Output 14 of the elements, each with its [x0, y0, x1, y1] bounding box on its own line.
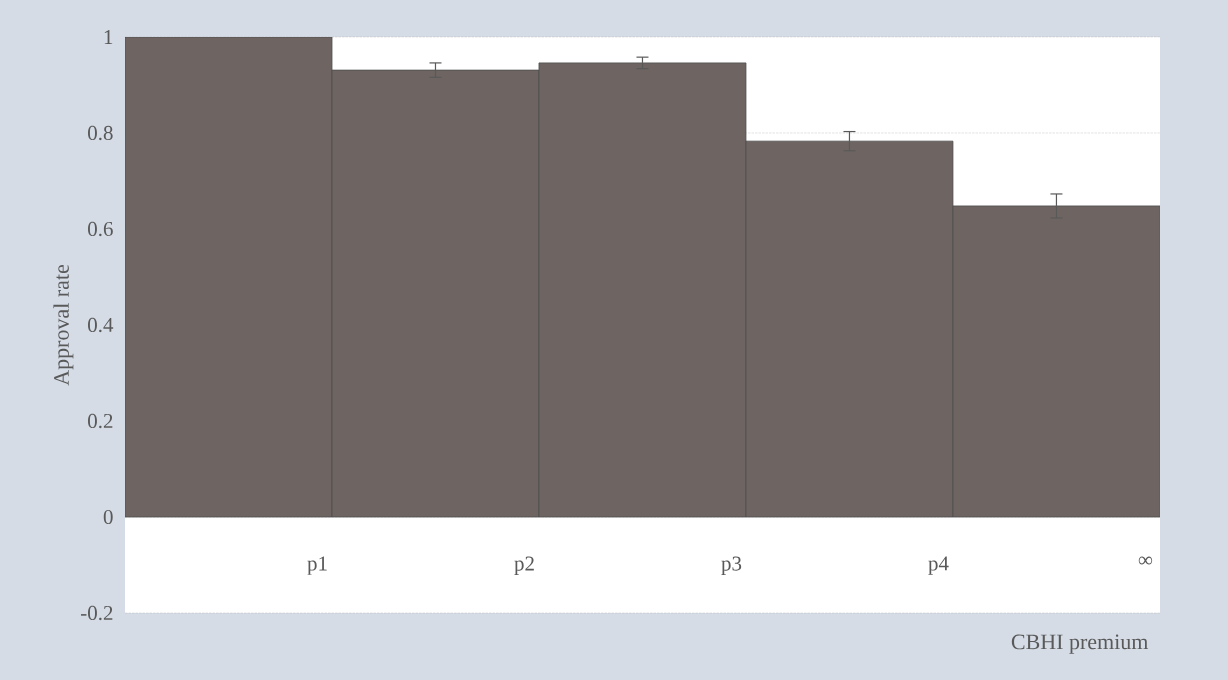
y-tick-label: 0.4	[88, 317, 114, 333]
y-tick-label: -0.2	[81, 605, 113, 621]
x-tick-label: p4	[928, 556, 949, 575]
x-tick-label: p3	[721, 556, 742, 575]
y-axis-title: Approval rate	[53, 264, 74, 386]
x-tick-label: p2	[514, 556, 534, 575]
y-tick-label: 0.6	[88, 221, 113, 237]
x-tick-label: p1	[307, 556, 327, 575]
y-tick-label: 0.2	[88, 413, 113, 429]
y-tick-label: 0.8	[88, 125, 113, 141]
y-tick-label: 1	[104, 30, 113, 44]
x-tick-label: ∞	[1138, 556, 1153, 565]
x-axis-title: CBHI premium	[1011, 634, 1149, 654]
y-tick-label: 0	[103, 509, 113, 525]
